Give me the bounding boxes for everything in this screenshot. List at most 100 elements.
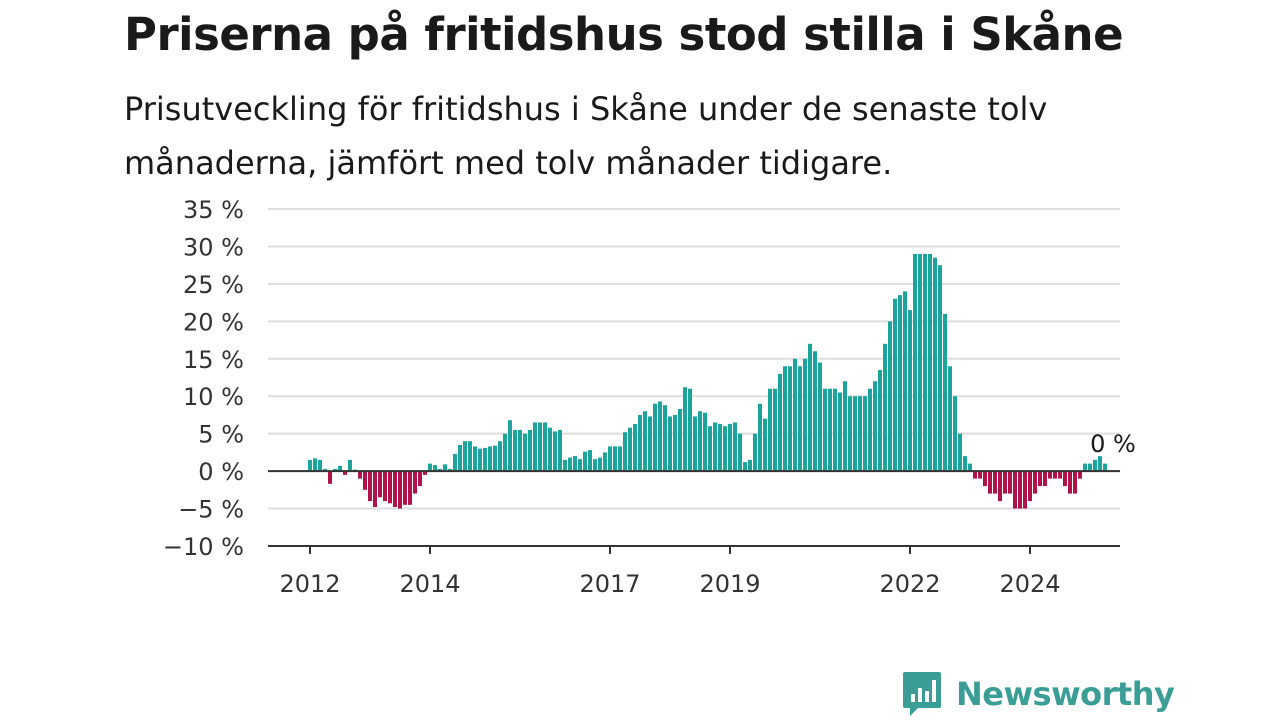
bar: [883, 343, 887, 472]
bar: [703, 412, 707, 472]
bar: [708, 426, 712, 472]
bar: [623, 432, 627, 472]
bar: [983, 471, 987, 487]
bar: [988, 471, 992, 494]
bar: [578, 459, 582, 472]
bar: [998, 471, 1002, 502]
bar: [1018, 471, 1022, 509]
x-tick-label: 2024: [999, 570, 1060, 598]
bar: [1048, 471, 1052, 479]
x-tick-label: 2019: [699, 570, 760, 598]
x-tick-label: 2017: [579, 570, 640, 598]
bar: [513, 429, 517, 472]
bar: [908, 310, 912, 472]
bar: [888, 321, 892, 472]
bar: [598, 457, 602, 472]
newsworthy-logo[interactable]: Newsworthy: [902, 670, 1175, 718]
bar: [698, 411, 702, 472]
bar: [1053, 471, 1057, 479]
bar: [373, 471, 377, 508]
bar: [1073, 471, 1077, 494]
bar: [773, 388, 777, 472]
bar: [408, 471, 412, 505]
bar: [903, 291, 907, 472]
bar: [478, 448, 482, 472]
bar: [793, 358, 797, 472]
bar: [838, 392, 842, 472]
bar: [933, 257, 937, 472]
bar: [453, 453, 457, 472]
bar: [848, 396, 852, 472]
bar: [688, 388, 692, 472]
bar: [368, 471, 372, 502]
newsworthy-logo-text: Newsworthy: [956, 675, 1175, 713]
bar: [448, 468, 452, 472]
bar: [923, 253, 927, 472]
bar: [438, 468, 442, 472]
chart-subtitle: Prisutveckling för fritidshus i Skåne un…: [124, 90, 1048, 182]
bar: [633, 423, 637, 472]
bar: [403, 471, 407, 505]
bar: [963, 456, 967, 472]
bar: [313, 458, 317, 472]
bar: [1023, 471, 1027, 509]
y-tick-label: 0 %: [198, 458, 244, 486]
bar: [718, 423, 722, 472]
bar: [308, 459, 312, 472]
bar: [1003, 471, 1007, 494]
y-tick-label: 35 %: [183, 196, 244, 224]
bar: [868, 388, 872, 472]
bar: [553, 431, 557, 472]
y-tick-label: −10 %: [163, 533, 244, 561]
bar: [808, 343, 812, 472]
bar: [518, 429, 522, 472]
bar: [388, 471, 392, 504]
bar: [743, 462, 747, 472]
bar: [1103, 463, 1107, 472]
bar: [853, 396, 857, 472]
gridlines: [268, 208, 1120, 510]
bar: [383, 471, 387, 502]
bar: [363, 471, 367, 490]
bar: [953, 396, 957, 472]
bar: [398, 471, 402, 509]
bar: [628, 427, 632, 472]
bar: [663, 405, 667, 472]
bar: [323, 468, 327, 472]
bar: [343, 471, 347, 475]
bar: [928, 253, 932, 472]
bar: [608, 446, 612, 472]
bar: [488, 446, 492, 472]
bar: [548, 427, 552, 472]
bar: [583, 451, 587, 472]
bar: [748, 459, 752, 472]
bar: [803, 358, 807, 472]
bar: [1043, 471, 1047, 487]
bar: [858, 396, 862, 472]
bar: [738, 433, 742, 472]
bar: [1088, 463, 1092, 472]
bar: [468, 441, 472, 472]
bar: [458, 444, 462, 472]
bar: [543, 422, 547, 472]
bar: [1083, 463, 1087, 472]
bar: [1038, 471, 1042, 487]
annotations: 0 %: [1090, 430, 1136, 458]
y-tick-label: 5 %: [198, 421, 244, 449]
bar: [978, 471, 982, 479]
bar: [863, 396, 867, 472]
bar: [378, 471, 382, 498]
last-value-label: 0 %: [1090, 430, 1136, 458]
bar: [523, 433, 527, 472]
bar: [618, 446, 622, 472]
bar: [668, 416, 672, 472]
bar: [673, 414, 677, 472]
bar: [828, 388, 832, 472]
bar: [753, 433, 757, 472]
bar: [1093, 459, 1097, 472]
bar: [573, 456, 577, 472]
bar: [1063, 471, 1067, 487]
bar: [568, 457, 572, 472]
bar: [678, 408, 682, 472]
y-axis-labels: −10 % −5 % 0 % 5 % 10 % 15 % 20 % 25 % 30 % 35 %: [163, 196, 244, 561]
